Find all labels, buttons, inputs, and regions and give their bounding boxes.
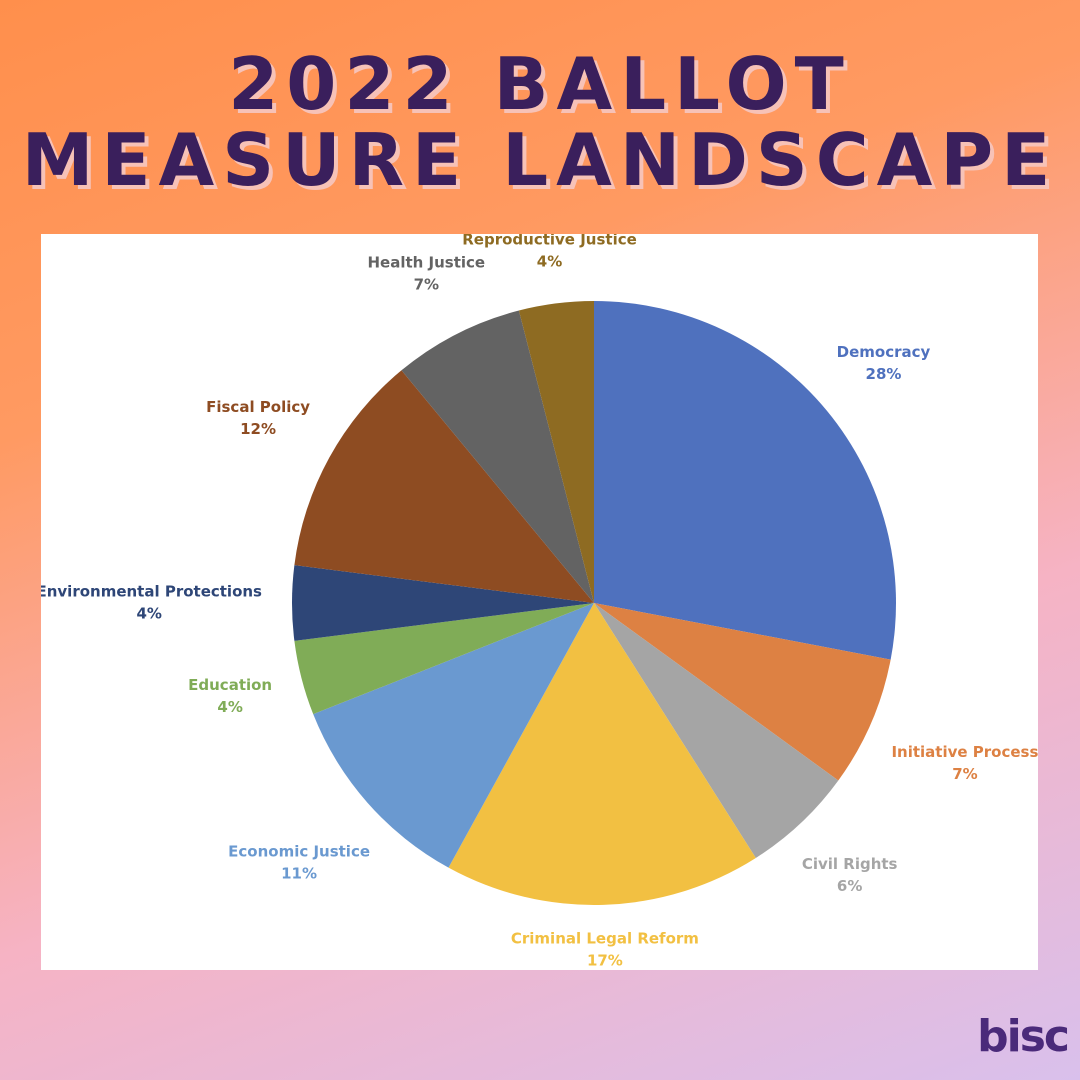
slice-value-label: 4% (137, 605, 162, 623)
slice-value-label: 17% (587, 951, 623, 969)
title-line: MEASURE LANDSCAPE (21, 118, 1059, 202)
pie-slice (292, 565, 594, 641)
pie-slice (594, 603, 839, 858)
slice-label: Economic Justice (228, 842, 370, 860)
pie-slice (294, 603, 594, 715)
slice-value-label: 12% (240, 420, 276, 438)
pie-slice (294, 370, 594, 603)
pie-slice (313, 603, 594, 868)
slice-value-label: 7% (414, 275, 439, 293)
pie-slice (518, 301, 594, 603)
logo: bisc (977, 1011, 1070, 1062)
pie-slice (594, 301, 896, 660)
slice-label: Education (188, 676, 272, 694)
slice-value-label: 7% (952, 765, 977, 783)
slice-value-label: 4% (537, 252, 562, 270)
pie-slice (594, 603, 891, 781)
title-line: 2022 BALLOT (228, 42, 852, 126)
slice-label: Health Justice (367, 253, 485, 271)
slice-label: Environmental Protections (41, 583, 262, 601)
slice-label: Civil Rights (802, 855, 898, 873)
slice-value-label: 11% (281, 864, 317, 882)
slice-label: Democracy (837, 343, 931, 361)
chart: Democracy 28% Initiative Process 7% Civil Ri… (41, 234, 1038, 970)
slice-value-label: 4% (217, 698, 242, 716)
slice-label: Initiative Process (891, 743, 1038, 761)
slice-label: Reproductive Justice (462, 234, 637, 248)
slice-value-label: 6% (837, 877, 862, 895)
pie-slice (401, 310, 594, 603)
slice-label: Fiscal Policy (206, 398, 310, 416)
pie-slice (448, 603, 756, 906)
slice-value-label: 28% (866, 365, 902, 383)
slice-label: Criminal Legal Reform (511, 929, 699, 947)
